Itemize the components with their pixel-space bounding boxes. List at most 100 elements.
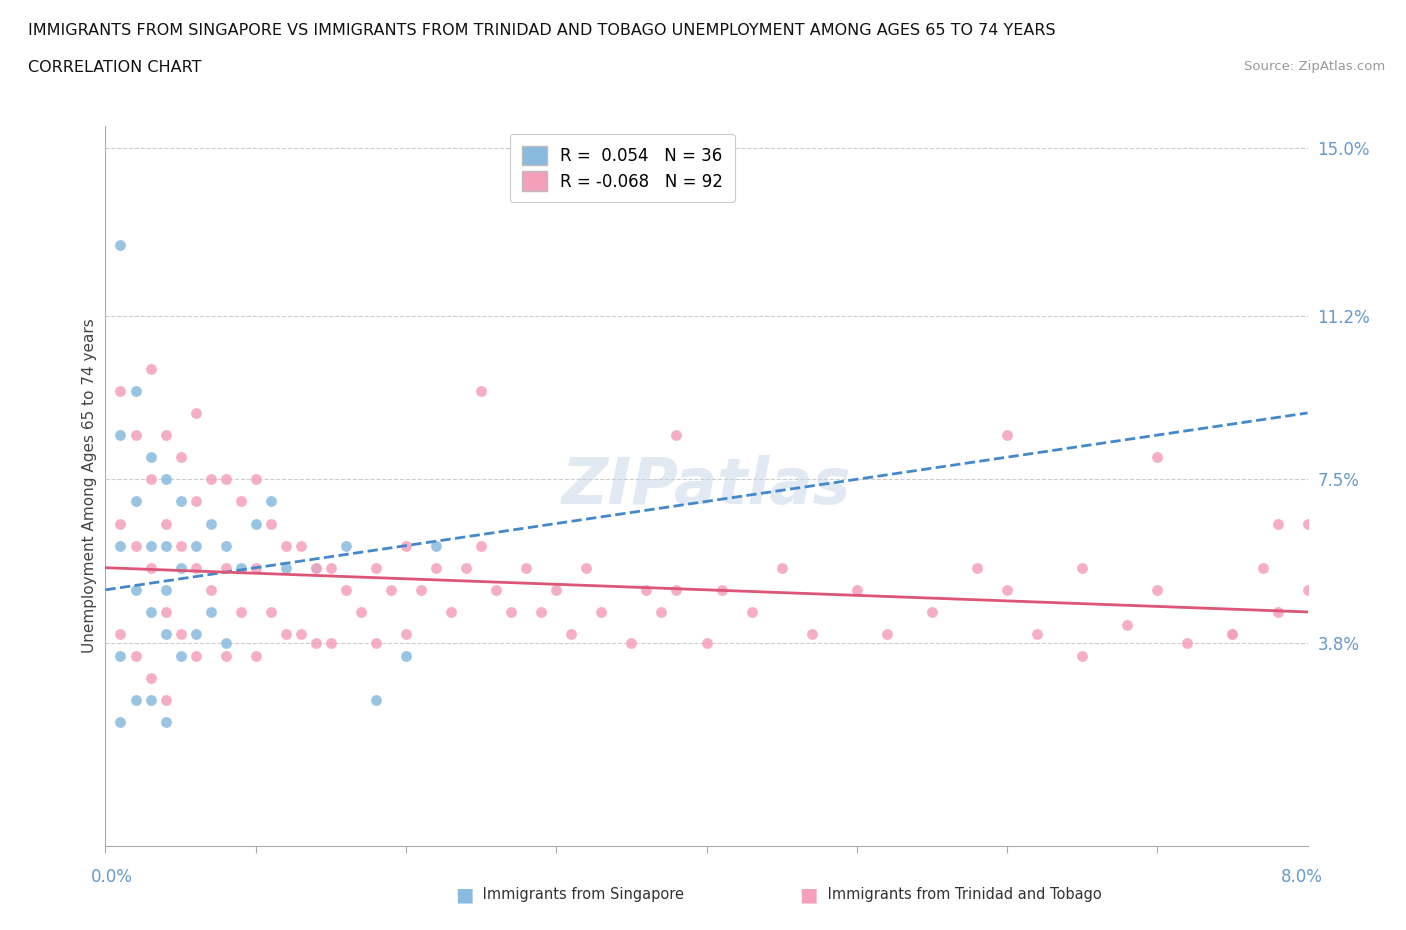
Point xyxy=(155,715,177,730)
Point xyxy=(155,472,177,486)
Point xyxy=(260,494,283,509)
Point xyxy=(560,627,582,642)
Point xyxy=(546,582,568,597)
Point xyxy=(214,649,236,664)
Point xyxy=(214,560,236,575)
Point xyxy=(155,516,177,531)
Point xyxy=(139,472,162,486)
Point xyxy=(290,627,312,642)
Point xyxy=(1296,516,1319,531)
Point xyxy=(995,582,1018,597)
Point xyxy=(214,472,236,486)
Point xyxy=(530,604,553,619)
Point xyxy=(184,627,207,642)
Point xyxy=(591,604,613,619)
Point xyxy=(155,538,177,553)
Point xyxy=(200,472,222,486)
Point xyxy=(665,428,688,443)
Point xyxy=(305,635,328,650)
Point xyxy=(1222,627,1244,642)
Point xyxy=(305,560,328,575)
Point xyxy=(1251,560,1274,575)
Point xyxy=(620,635,643,650)
Y-axis label: Unemployment Among Ages 65 to 74 years: Unemployment Among Ages 65 to 74 years xyxy=(82,319,97,653)
Point xyxy=(200,604,222,619)
Point xyxy=(335,582,357,597)
Point xyxy=(876,627,898,642)
Text: Source: ZipAtlas.com: Source: ZipAtlas.com xyxy=(1244,60,1385,73)
Point xyxy=(169,538,191,553)
Point xyxy=(665,582,688,597)
Point xyxy=(184,538,207,553)
Point xyxy=(1267,516,1289,531)
Point xyxy=(110,383,132,398)
Point xyxy=(200,516,222,531)
Text: 0.0%: 0.0% xyxy=(90,869,132,886)
Point xyxy=(155,428,177,443)
Point xyxy=(1146,450,1168,465)
Point xyxy=(1116,618,1139,632)
Point xyxy=(454,560,477,575)
Point xyxy=(274,627,297,642)
Point xyxy=(245,516,267,531)
Point xyxy=(485,582,508,597)
Point xyxy=(184,405,207,420)
Point xyxy=(380,582,402,597)
Point xyxy=(364,693,387,708)
Point xyxy=(1026,627,1049,642)
Text: ZIPatlas: ZIPatlas xyxy=(562,455,851,517)
Point xyxy=(290,538,312,553)
Point xyxy=(350,604,373,619)
Text: ■: ■ xyxy=(799,885,818,904)
Point xyxy=(274,560,297,575)
Point xyxy=(425,538,447,553)
Text: 8.0%: 8.0% xyxy=(1281,869,1323,886)
Point xyxy=(501,604,523,619)
Point xyxy=(169,450,191,465)
Point xyxy=(139,671,162,685)
Point xyxy=(155,582,177,597)
Point xyxy=(921,604,943,619)
Point xyxy=(169,560,191,575)
Point xyxy=(155,604,177,619)
Point xyxy=(364,635,387,650)
Point xyxy=(110,428,132,443)
Point xyxy=(245,472,267,486)
Point xyxy=(575,560,598,575)
Point xyxy=(1146,582,1168,597)
Point xyxy=(124,494,146,509)
Point xyxy=(110,516,132,531)
Point xyxy=(1296,582,1319,597)
Point xyxy=(335,538,357,553)
Point xyxy=(470,538,492,553)
Point xyxy=(395,627,418,642)
Point xyxy=(139,362,162,377)
Point xyxy=(184,649,207,664)
Point xyxy=(741,604,763,619)
Point xyxy=(305,560,328,575)
Point xyxy=(229,604,252,619)
Point xyxy=(770,560,793,575)
Point xyxy=(364,560,387,575)
Point xyxy=(470,383,492,398)
Point xyxy=(124,538,146,553)
Point xyxy=(1222,627,1244,642)
Point xyxy=(139,693,162,708)
Point xyxy=(1267,604,1289,619)
Point xyxy=(139,450,162,465)
Point xyxy=(229,494,252,509)
Point xyxy=(245,560,267,575)
Point xyxy=(139,560,162,575)
Point xyxy=(845,582,868,597)
Point xyxy=(425,560,447,575)
Point xyxy=(124,649,146,664)
Point xyxy=(440,604,463,619)
Text: IMMIGRANTS FROM SINGAPORE VS IMMIGRANTS FROM TRINIDAD AND TOBAGO UNEMPLOYMENT AM: IMMIGRANTS FROM SINGAPORE VS IMMIGRANTS … xyxy=(28,23,1056,38)
Point xyxy=(1175,635,1198,650)
Legend: R =  0.054   N = 36, R = -0.068   N = 92: R = 0.054 N = 36, R = -0.068 N = 92 xyxy=(510,134,735,203)
Point xyxy=(110,715,132,730)
Point xyxy=(395,538,418,553)
Point xyxy=(139,538,162,553)
Point xyxy=(110,627,132,642)
Point xyxy=(800,627,823,642)
